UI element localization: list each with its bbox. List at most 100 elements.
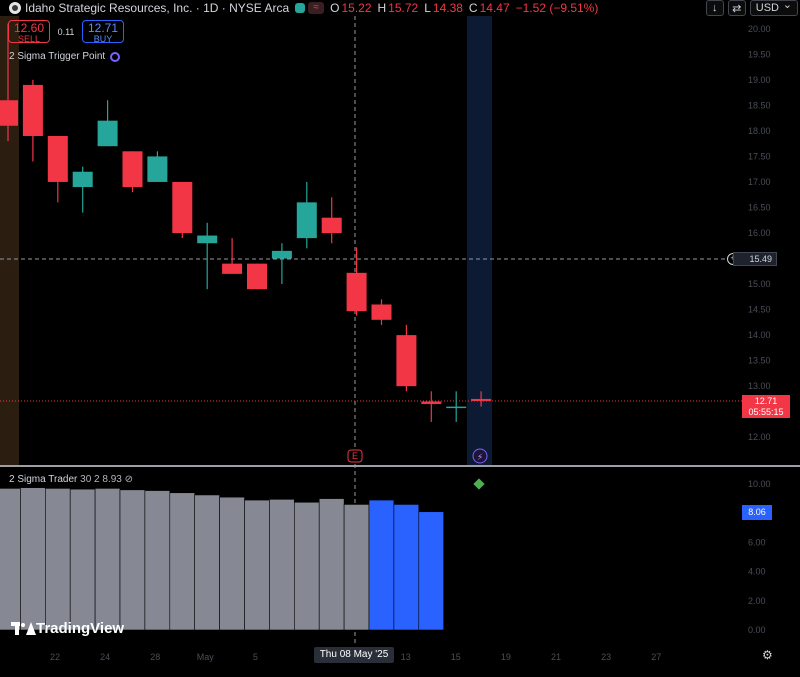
candle (22, 79, 43, 162)
currency-select[interactable]: USD (749, 0, 798, 16)
price-tick-13: 18.50 (748, 100, 771, 110)
indicator-name-bottom: 2 Sigma Trader (9, 474, 78, 485)
crosshair-price-label: 15.49 (733, 252, 777, 266)
price-tick-8: 16.00 (748, 228, 771, 238)
candle (421, 391, 442, 422)
spread-value: 0.11 (57, 26, 75, 37)
candle-body (271, 250, 292, 259)
compare-icon[interactable]: ⇄ (727, 0, 746, 16)
low-value: 14.38 (432, 1, 463, 15)
price-tick-6: 15.00 (748, 279, 771, 289)
candle (197, 222, 218, 290)
candle-body (97, 120, 118, 147)
indicator-hidden-icon[interactable]: ⊘ (124, 474, 134, 485)
trade-panel: 12.60 SELL 0.11 12.71 BUY (8, 20, 124, 44)
price-tick-0: 12.00 (748, 432, 771, 442)
candle (97, 100, 118, 147)
sell-button[interactable]: 12.60 SELL (8, 20, 50, 44)
buy-button[interactable]: 12.71 BUY (82, 20, 124, 44)
buy-price: 12.71 (87, 21, 119, 35)
tradingview-logo-icon (11, 622, 36, 635)
buy-label: BUY (93, 34, 113, 44)
close-value: 14.47 (479, 1, 510, 15)
price-tick-4: 14.00 (748, 330, 771, 340)
last-price-badge: 12.71 05:55:15 (742, 395, 790, 418)
osc-bar (219, 496, 245, 631)
market-status-icon[interactable] (295, 3, 306, 13)
candle-body (421, 401, 442, 405)
data-status-icon[interactable]: ≈ (308, 2, 325, 14)
candle-body (172, 181, 193, 233)
date-tick-1: 24 (100, 652, 110, 662)
candle-body (72, 171, 93, 188)
candle-body (296, 202, 317, 239)
earnings-marker (347, 449, 363, 463)
candle (122, 151, 143, 193)
price-tick-11: 17.50 (748, 151, 771, 161)
header-controls: ↓ ⇄ USD (705, 0, 800, 16)
date-tick-9: 19 (501, 652, 511, 662)
osc-bar (20, 487, 46, 631)
crosshair-date-label: Thu 08 May '25 (314, 647, 394, 663)
osc-bar (418, 511, 444, 631)
osc-tick-1: 2.00 (748, 596, 766, 606)
candle-body (396, 335, 417, 387)
candle-body (371, 304, 392, 320)
high-value: 15.72 (388, 1, 419, 15)
candle (147, 151, 168, 182)
high-key: H (377, 1, 387, 15)
osc-bar (269, 499, 295, 631)
candle-body (446, 406, 467, 409)
candle (471, 391, 492, 407)
symbol-header: Idaho Strategic Resources, Inc. · 1D · N… (0, 0, 800, 16)
symbol-logo-icon (9, 2, 21, 14)
lightning-icon: ⚡ (477, 453, 483, 463)
candle-body (471, 398, 492, 401)
osc-bar (293, 501, 320, 631)
open-key: O (330, 1, 340, 15)
arrow-down-icon[interactable]: ↓ (705, 0, 724, 16)
tradingview-logo[interactable]: TradingView (11, 620, 124, 637)
date-tick-3: May (197, 652, 215, 662)
candle (321, 197, 342, 244)
price-tick-14: 19.00 (748, 75, 771, 85)
price-tick-15: 19.50 (748, 49, 771, 59)
date-tick-7: 13 (401, 652, 411, 662)
price-tick-12: 18.00 (748, 126, 771, 136)
candle-body (147, 156, 168, 182)
osc-bar (94, 488, 121, 631)
candle-body (222, 263, 243, 274)
price-tick-3: 13.50 (748, 356, 771, 366)
indicator-legend-top[interactable]: 2 Sigma Trigger Point (9, 51, 121, 62)
candle-body (47, 135, 68, 182)
last-price-value: 12.71 (754, 396, 778, 406)
date-tick-11: 23 (601, 652, 611, 662)
gear-icon[interactable]: ⚙ (762, 648, 773, 662)
osc-bar (0, 488, 21, 631)
indicator-legend-bottom[interactable]: 2 Sigma Trader 30 2 8.93 ⊘ (9, 474, 133, 485)
loading-icon (110, 51, 121, 62)
osc-bar (318, 498, 345, 631)
osc-bar (44, 488, 71, 631)
date-tick-2: 28 (150, 652, 160, 662)
oscillator-value-badge: 8.06 (742, 505, 772, 520)
candle (72, 166, 93, 213)
indicator-value: 8.93 (102, 474, 122, 485)
low-key: L (424, 1, 431, 15)
candle-body (22, 84, 43, 136)
open-value: 15.22 (341, 1, 372, 15)
osc-tick-5: 10.00 (748, 479, 771, 489)
osc-tick-3: 6.00 (748, 537, 766, 547)
osc-bar (343, 504, 370, 631)
earnings-marker-icon: E (352, 451, 358, 461)
signal-diamond-icon (473, 478, 485, 490)
osc-bar (69, 488, 96, 631)
symbol-title[interactable]: Idaho Strategic Resources, Inc. · 1D · N… (25, 1, 290, 15)
price-tick-5: 14.50 (748, 305, 771, 315)
candle (47, 135, 68, 203)
logo-text: TradingView (36, 620, 125, 637)
candle-body (247, 263, 267, 290)
event-marker (472, 448, 488, 464)
osc-bar (194, 494, 220, 631)
